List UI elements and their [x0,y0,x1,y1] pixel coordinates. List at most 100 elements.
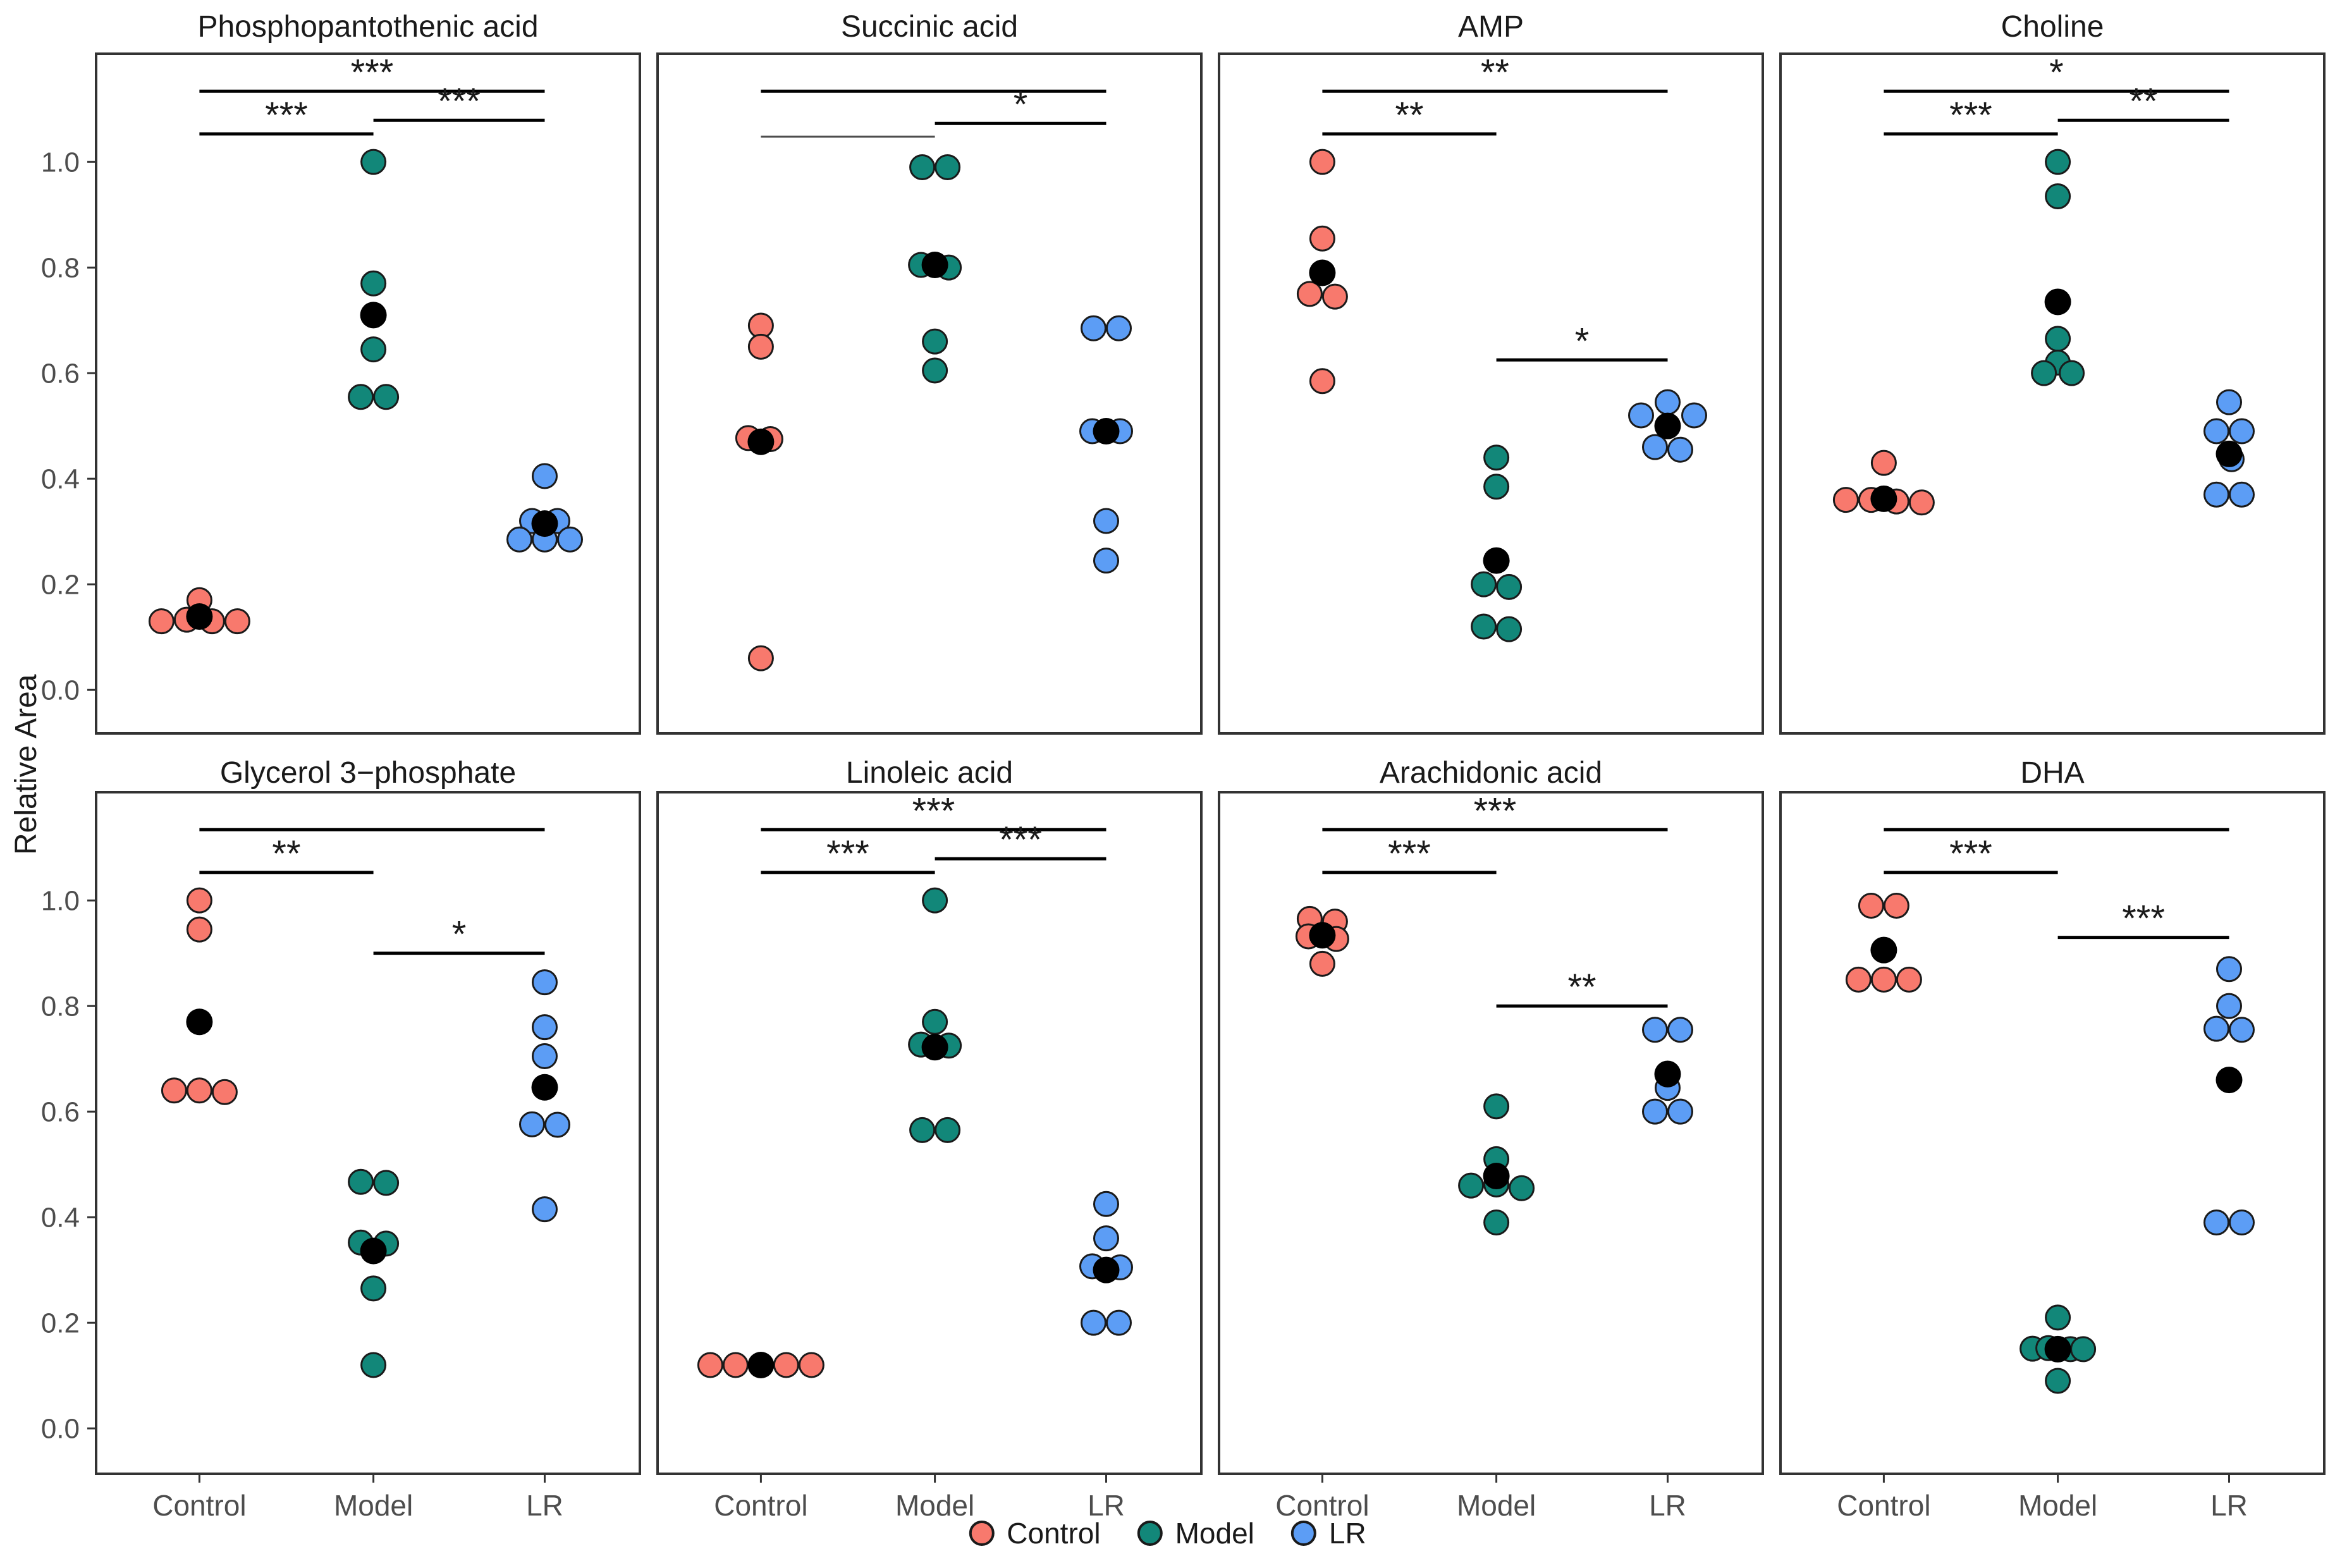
data-point-lr [1642,1098,1668,1125]
significance-label: *** [2122,898,2165,940]
significance-label: ** [1567,967,1596,1008]
data-point-lr [2229,481,2255,508]
data-point-control [1309,950,1335,977]
y-tick-label: 0.2 [41,570,80,601]
data-point-lr [2216,956,2242,983]
data-point-model [922,1008,948,1035]
x-tick-label: Control [1275,1489,1369,1522]
legend: Control Model LR [969,1516,1366,1550]
data-point-lr [1106,1309,1132,1336]
significance-label: *** [1474,790,1517,831]
data-point-model [1483,1093,1510,1120]
data-point-control [186,887,212,914]
data-point-lr [2203,418,2229,444]
data-point-model [360,149,387,175]
data-point-control [1883,893,1909,919]
data-point-lr [2203,1015,2229,1042]
data-point-control [1908,489,1935,516]
data-point-lr [1093,548,1119,574]
y-tick-label: 0.6 [41,358,80,389]
data-point-lr [1655,389,1681,415]
x-tick-label: Model [2018,1489,2097,1522]
y-tick-label: 0.2 [41,1308,80,1339]
data-point-control [161,1077,187,1104]
panel-title: Succinic acid [841,10,1018,44]
data-point-model [348,384,374,410]
data-point-lr [2229,1210,2255,1236]
data-point-lr [1093,1225,1119,1252]
data-point-control [722,1352,749,1378]
mean-point-model [360,302,387,329]
mean-point-lr [1093,418,1120,445]
data-point-lr [2216,389,2242,415]
data-point-lr [532,969,558,996]
mean-point-lr [1654,1060,1681,1087]
mean-point-control [1309,259,1336,286]
y-tick-label: 1.0 [41,886,80,917]
significance-label: * [452,914,467,955]
y-axis-label: Relative Area [9,674,43,855]
significance-label: * [1014,84,1028,125]
data-point-lr [1081,315,1106,341]
panel-title: Glycerol 3−phosphate [220,756,516,790]
mean-point-control [747,428,775,455]
data-point-model [1483,444,1510,471]
y-tick-label: 1.0 [41,147,80,178]
data-point-control [224,608,250,635]
mean-point-lr [1093,1256,1120,1283]
significance-label: *** [826,833,869,874]
mean-point-model [2044,1335,2071,1363]
significance-label: *** [351,52,394,93]
data-point-model [360,1352,387,1378]
panel-frame [656,52,1203,735]
data-point-model [935,154,961,181]
data-point-model [1471,613,1497,640]
significance-label: *** [265,95,308,136]
data-point-lr [532,1014,558,1041]
mean-point-model [1483,547,1510,574]
data-point-model [2059,360,2085,386]
data-point-model [373,384,400,410]
data-point-control [1832,487,1859,513]
panel-title: Phosphopantothenic acid [197,10,538,44]
y-tick-label: 0.0 [41,675,80,706]
legend-label: Model [1175,1517,1254,1550]
x-tick-label: LR [1649,1489,1686,1522]
significance-label: ** [1395,95,1423,136]
data-point-control [186,1077,212,1104]
x-tick-label: Model [334,1489,413,1522]
data-point-model [360,1275,387,1302]
mean-point-lr [2215,440,2243,467]
legend-label: LR [1328,1517,1366,1550]
significance-label: *** [438,81,481,122]
data-point-lr [532,463,558,489]
mean-point-control [186,603,213,630]
data-point-lr [2229,418,2255,444]
data-point-model [1496,573,1523,600]
data-point-lr [519,1111,545,1137]
significance-label: *** [1949,833,1992,874]
data-point-model [1496,616,1523,642]
significance-label: * [2049,52,2064,93]
panel-title: Linoleic acid [846,756,1013,790]
data-point-lr [1642,1017,1668,1043]
data-point-model [1483,1210,1510,1236]
data-point-model [1483,474,1510,500]
data-point-control [697,1352,723,1378]
data-point-lr [1106,315,1132,341]
x-tick-label: Control [152,1489,246,1522]
data-point-lr [2203,1210,2229,1236]
data-point-lr [1093,1191,1119,1217]
panel-title: Arachidonic acid [1380,756,1602,790]
data-point-lr [1628,402,1654,429]
mean-point-control [1870,485,1897,512]
data-point-control [148,608,175,635]
data-point-lr [1667,436,1693,463]
y-tick-label: 0.0 [41,1414,80,1445]
legend-dot-lr-icon [1290,1521,1316,1546]
x-tick-label: LR [526,1489,563,1522]
data-point-lr [532,1043,558,1069]
significance-label: ** [272,833,300,874]
